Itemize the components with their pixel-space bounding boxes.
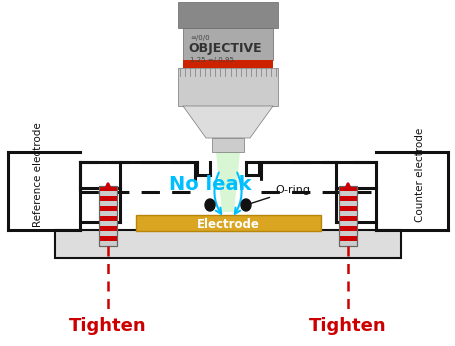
Text: No leak: No leak <box>168 175 251 194</box>
Polygon shape <box>182 106 273 138</box>
Text: Tighten: Tighten <box>69 317 147 335</box>
Bar <box>99 226 117 231</box>
Text: O-ring: O-ring <box>248 185 309 204</box>
Text: Tighten: Tighten <box>308 317 386 335</box>
Ellipse shape <box>205 199 214 211</box>
Bar <box>338 186 356 191</box>
Bar <box>338 186 356 246</box>
Bar <box>177 68 278 106</box>
Text: OBJECTIVE: OBJECTIVE <box>187 42 261 55</box>
Bar <box>338 206 356 211</box>
Bar <box>99 186 117 246</box>
Bar <box>182 60 273 68</box>
Bar <box>182 28 273 60</box>
Bar <box>338 186 356 246</box>
Bar <box>338 216 356 221</box>
Bar <box>338 236 356 241</box>
Bar <box>99 236 117 241</box>
Bar <box>99 186 117 191</box>
Bar <box>99 186 117 246</box>
Bar <box>55 230 400 258</box>
Ellipse shape <box>241 199 250 211</box>
Text: Electrode: Electrode <box>196 218 259 230</box>
Bar <box>212 138 243 152</box>
Text: ∞/0/0: ∞/0/0 <box>190 35 209 41</box>
Bar <box>99 206 117 211</box>
Bar <box>99 216 117 221</box>
Bar <box>99 196 117 201</box>
Bar <box>136 215 320 231</box>
Text: Reference electrode: Reference electrode <box>33 122 43 227</box>
Text: 1.25 =/ 0.95: 1.25 =/ 0.95 <box>190 57 233 63</box>
Bar <box>338 196 356 201</box>
Bar <box>177 2 278 28</box>
Polygon shape <box>216 152 239 212</box>
Text: Counter electrode: Counter electrode <box>414 128 424 222</box>
Bar <box>338 226 356 231</box>
